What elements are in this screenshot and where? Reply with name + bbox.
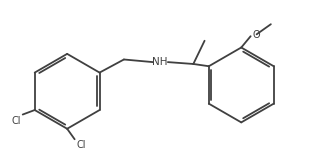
Text: Cl: Cl	[76, 140, 86, 150]
Text: NH: NH	[152, 57, 167, 67]
Text: Cl: Cl	[12, 116, 21, 126]
Text: O: O	[253, 30, 261, 40]
